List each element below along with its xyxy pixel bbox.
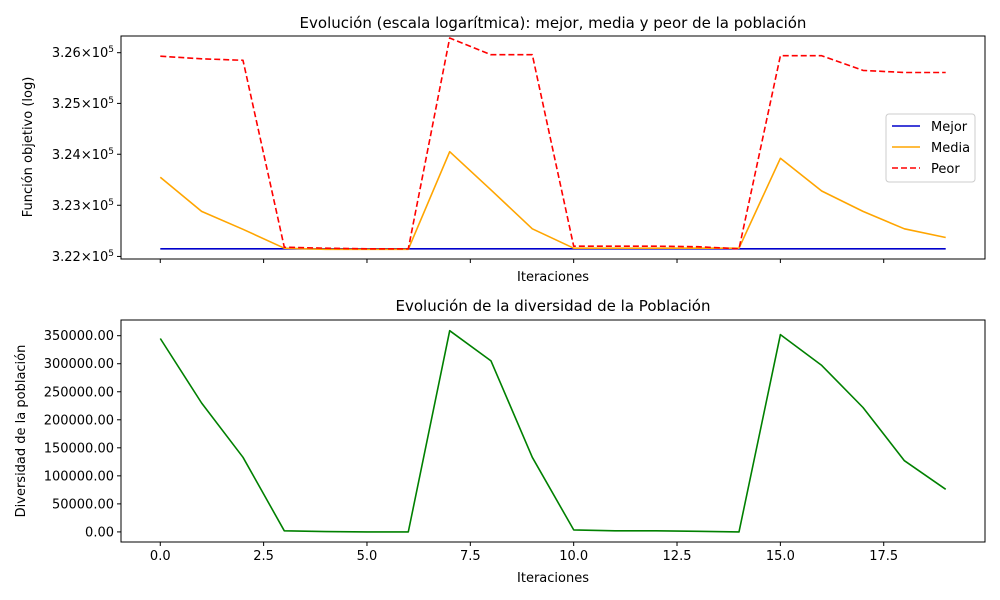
bottom-x-tick-label: 7.5 [460, 549, 481, 564]
bottom-axes-frame [120, 319, 986, 543]
bottom-x-tick-label: 17.5 [869, 549, 898, 564]
top-y-tick-label: 3.23×105 [52, 198, 114, 214]
legend: Mejor Media Peor [885, 113, 976, 183]
top-x-axis-label: Iteraciones [517, 270, 589, 285]
top-y-tick-label: 3.25×105 [52, 96, 114, 112]
bottom-y-tick-label: 250000.00 [44, 385, 114, 400]
top-y-ticks: 3.22×105 3.23×105 3.24×105 3.25×105 3.26×105 [52, 45, 121, 265]
top-chart-title: Evolución (escala logarítmica): mejor, m… [300, 14, 807, 32]
bottom-x-axis-label: Iteraciones [517, 571, 589, 586]
bottom-x-tick-label: 10.0 [559, 549, 588, 564]
bottom-x-tick-label: 5.0 [357, 549, 378, 564]
top-axes-frame [120, 35, 986, 260]
top-x-ticks [159, 259, 885, 263]
bottom-x-tick-label: 2.5 [253, 549, 274, 564]
bottom-chart-title: Evolución de la diversidad de la Poblaci… [396, 297, 711, 315]
bottom-series-lines [159, 329, 947, 533]
bottom-y-tick-label: 0.00 [85, 525, 114, 540]
legend-label-media: Media [931, 141, 970, 156]
top-y-tick-label: 3.22×105 [52, 249, 114, 265]
top-y-tick-label: 3.26×105 [52, 45, 114, 61]
bottom-x-tick-label: 12.5 [663, 549, 692, 564]
top-series-line-media [159, 150, 946, 251]
legend-label-mejor: Mejor [931, 120, 968, 135]
bottom-y-ticks: 0.00 50000.00 100000.00 150000.00 200000.00 2… [44, 329, 121, 540]
bottom-x-tick-label: 15.0 [766, 549, 795, 564]
bottom-x-ticks: 0.0 2.5 5.0 7.5 10.0 12.5 15.0 17.5 [150, 542, 898, 564]
bottom-y-tick-label: 350000.00 [44, 329, 114, 344]
top-y-tick-label: 3.24×105 [52, 147, 114, 163]
bottom-series-line-series-0 [159, 329, 947, 533]
bottom-y-tick-label: 100000.00 [44, 469, 114, 484]
top-series-line-peor [160, 37, 946, 250]
bottom-x-tick-label: 0.0 [150, 549, 171, 564]
bottom-y-tick-label: 150000.00 [44, 441, 114, 456]
diversity-subplot: Evolución de la diversidad de la Poblaci… [14, 297, 986, 586]
bottom-y-axis-label: Diversidad de la población [14, 345, 29, 518]
bottom-y-tick-label: 300000.00 [44, 357, 114, 372]
log-objective-subplot: Evolución (escala logarítmica): mejor, m… [21, 14, 986, 285]
bottom-y-tick-label: 50000.00 [52, 497, 114, 512]
legend-box [885, 113, 976, 183]
top-y-axis-label: Función objetivo (log) [21, 77, 36, 218]
legend-label-peor: Peor [931, 162, 960, 177]
top-series-lines [159, 37, 946, 251]
bottom-y-tick-label: 200000.00 [44, 413, 114, 428]
